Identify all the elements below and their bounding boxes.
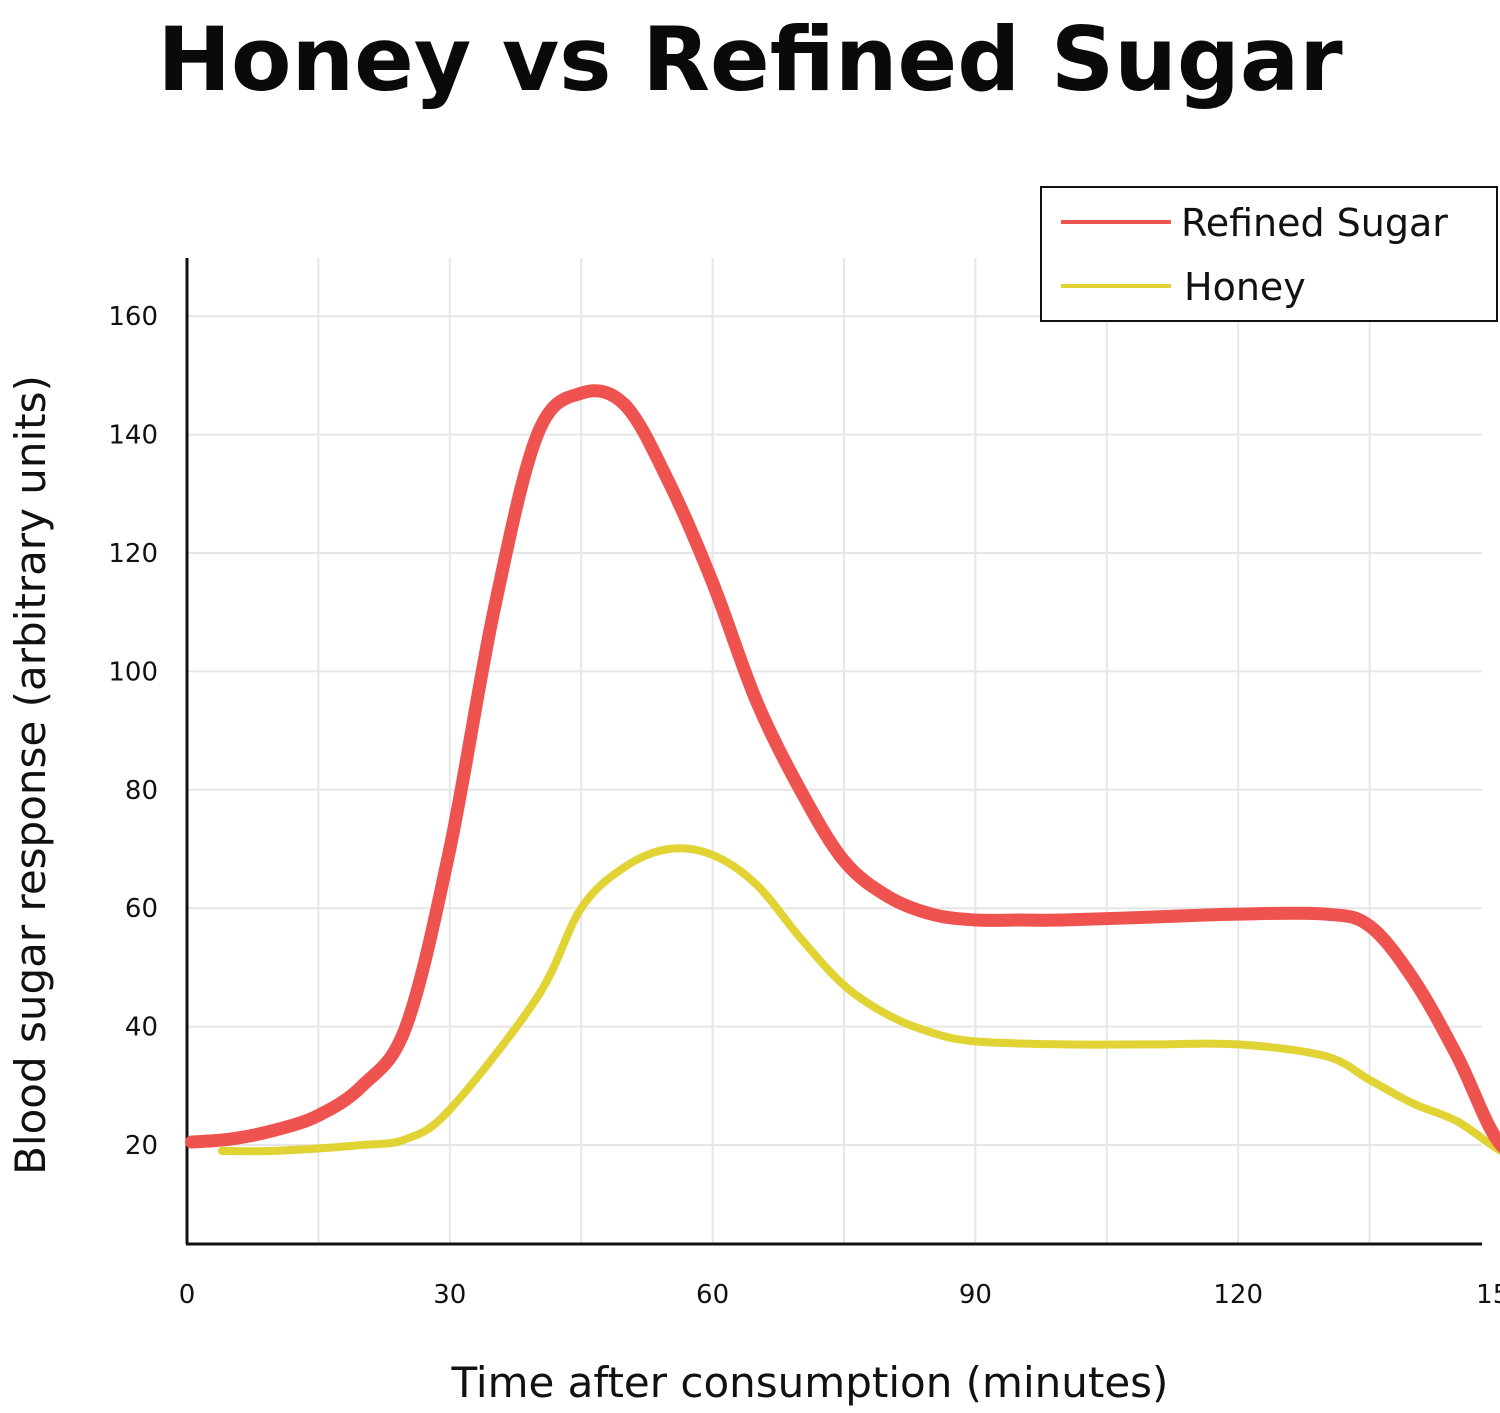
y-tick-labels: 20 40 60 80 100 120 140 160 <box>108 302 158 1161</box>
y-tick-label-160: 160 <box>108 302 158 332</box>
chart-title: Honey vs Refined Sugar <box>157 8 1343 111</box>
x-tick-label-150: 150 <box>1476 1280 1500 1310</box>
y-tick-label-100: 100 <box>108 657 158 687</box>
x-tick-labels: 0 30 60 90 120 150 <box>179 1280 1500 1310</box>
x-axis-label: Time after consumption (minutes) <box>451 1358 1169 1407</box>
series-line-honey <box>218 844 1500 1156</box>
legend-box <box>1040 186 1498 322</box>
y-tick-label-40: 40 <box>125 1013 158 1043</box>
y-tick-label-140: 140 <box>108 421 158 451</box>
y-axis-label: Blood sugar response (arbitrary units) <box>6 375 55 1175</box>
grid <box>187 258 1482 1244</box>
legend-label-refined-sugar: Refined Sugar <box>1181 201 1448 245</box>
legend-label-honey: Honey <box>1184 265 1306 309</box>
x-tick-label-0: 0 <box>179 1280 196 1310</box>
x-tick-label-120: 120 <box>1213 1280 1263 1310</box>
series-lines <box>184 384 1500 1156</box>
x-tick-label-30: 30 <box>433 1280 466 1310</box>
y-tick-label-60: 60 <box>125 894 158 924</box>
y-tick-label-120: 120 <box>108 539 158 569</box>
x-tick-label-90: 90 <box>959 1280 992 1310</box>
series-line-refined-sugar <box>184 384 1500 1153</box>
legend: Refined Sugar Honey <box>1040 186 1498 322</box>
x-tick-label-60: 60 <box>696 1280 729 1310</box>
y-tick-label-20: 20 <box>125 1131 158 1161</box>
y-tick-label-80: 80 <box>125 776 158 806</box>
